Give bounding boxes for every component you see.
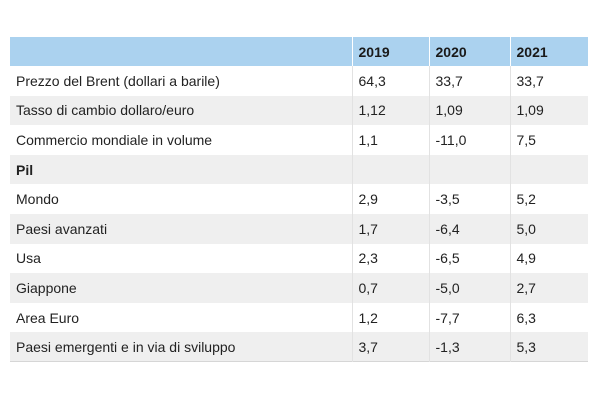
row-label: Paesi emergenti e in via di sviluppo: [16, 338, 236, 355]
table-row: Mondo 2,9 -3,5 5,2: [10, 184, 588, 214]
cell-2020: -1,3: [428, 332, 510, 362]
table-row: Usa 2,3 -6,5 4,9: [10, 243, 588, 274]
header-year-2019: 2019: [351, 37, 429, 66]
table-section-row: Pil: [10, 154, 588, 185]
table-header-row: 2019 2020 2021: [10, 37, 588, 66]
row-label: Paesi avanzati: [16, 220, 108, 237]
row-label: Area Euro: [16, 309, 80, 326]
cell-2020: -11,0: [428, 125, 510, 155]
header-label-cell: [10, 37, 352, 66]
cell-2019: 1,12: [351, 95, 429, 126]
table-row: Giappone 0,7 -5,0 2,7: [10, 273, 588, 303]
data-table-container: 2019 2020 2021 Prezzo del Brent (dollari…: [10, 37, 588, 362]
cell-2019: 64,3: [351, 66, 429, 96]
cell-2020: -6,4: [428, 213, 510, 244]
cell-2021: 5,2: [509, 184, 588, 214]
cell-2021: 5,3: [509, 332, 588, 362]
row-label: Usa: [16, 250, 41, 267]
row-label: Prezzo del Brent (dollari a barile): [16, 72, 220, 89]
cell-2020: 33,7: [428, 66, 510, 96]
cell-2021: 2,7: [509, 273, 588, 303]
cell-2021: 6,3: [509, 302, 588, 333]
forecast-table: 2019 2020 2021 Prezzo del Brent (dollari…: [10, 37, 588, 362]
row-label: Mondo: [16, 191, 59, 208]
cell-2019: 2,3: [351, 243, 429, 274]
row-label: Commercio mondiale in volume: [16, 131, 213, 148]
cell-2019: 1,1: [351, 125, 429, 155]
cell-2019: 1,7: [351, 213, 429, 244]
cell-2019: 2,9: [351, 184, 429, 214]
cell-2020: -5,0: [428, 273, 510, 303]
row-label: Tasso di cambio dollaro/euro: [16, 102, 195, 119]
table-row: Prezzo del Brent (dollari a barile) 64,3…: [10, 66, 588, 96]
table-row: Paesi avanzati 1,7 -6,4 5,0: [10, 213, 588, 244]
cell-2021: 4,9: [509, 243, 588, 274]
header-year-2021: 2021: [509, 37, 588, 66]
cell-2019: 1,2: [351, 302, 429, 333]
cell-2019: [351, 154, 429, 185]
cell-2021: 33,7: [509, 66, 588, 96]
cell-2020: -3,5: [428, 184, 510, 214]
table-row: Paesi emergenti e in via di sviluppo 3,7…: [10, 332, 588, 362]
cell-2021: 7,5: [509, 125, 588, 155]
cell-2020: -7,7: [428, 302, 510, 333]
cell-2021: 5,0: [509, 213, 588, 244]
row-label: Giappone: [16, 279, 77, 296]
cell-2020: -6,5: [428, 243, 510, 274]
cell-2019: 0,7: [351, 273, 429, 303]
cell-2020: [428, 154, 510, 185]
header-year-2020: 2020: [428, 37, 510, 66]
cell-2021: [509, 154, 588, 185]
cell-2021: 1,09: [509, 95, 588, 126]
table-row: Area Euro 1,2 -7,7 6,3: [10, 302, 588, 333]
section-label: Pil: [16, 161, 34, 178]
cell-2019: 3,7: [351, 332, 429, 362]
cell-2020: 1,09: [428, 95, 510, 126]
table-row: Commercio mondiale in volume 1,1 -11,0 7…: [10, 125, 588, 155]
table-row: Tasso di cambio dollaro/euro 1,12 1,09 1…: [10, 95, 588, 126]
